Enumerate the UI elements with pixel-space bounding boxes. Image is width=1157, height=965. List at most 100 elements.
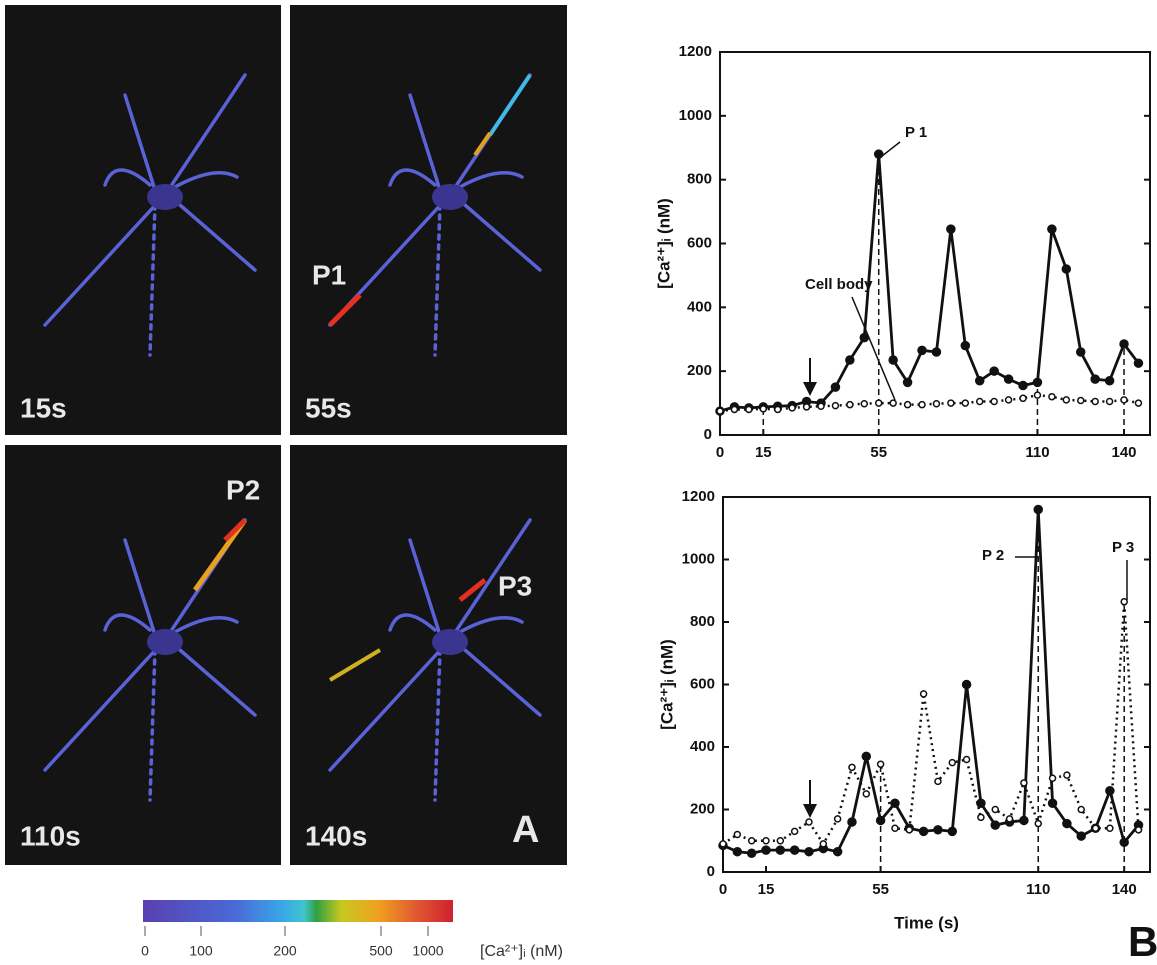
data-point bbox=[1104, 375, 1115, 386]
x-tick-label: 0 bbox=[719, 881, 727, 898]
data-point bbox=[1062, 396, 1071, 404]
panel-b: B 0 200 400 600 800 1000 1200 0 15 55 110 140 [Ca²⁺]… bbox=[654, 43, 1157, 965]
data-point bbox=[1091, 824, 1100, 832]
data-point bbox=[761, 845, 771, 855]
x-tick-label: 55 bbox=[872, 881, 889, 898]
data-point bbox=[775, 845, 786, 855]
data-point bbox=[846, 400, 854, 409]
data-point bbox=[961, 399, 970, 407]
x-tick-label: 0 bbox=[716, 444, 724, 461]
data-point bbox=[1134, 399, 1143, 407]
data-point bbox=[874, 399, 883, 407]
data-point bbox=[1062, 818, 1072, 829]
data-point bbox=[861, 751, 872, 762]
data-point bbox=[1047, 798, 1058, 808]
data-point bbox=[1105, 786, 1115, 796]
y-tick-label: 200 bbox=[687, 362, 712, 379]
x-axis-label: Time (s) bbox=[894, 913, 959, 932]
data-point bbox=[990, 397, 998, 406]
image-frame bbox=[5, 445, 281, 865]
data-point bbox=[932, 399, 941, 408]
data-point bbox=[716, 407, 724, 415]
stimulus-arrowhead bbox=[803, 382, 817, 396]
data-point bbox=[889, 399, 897, 407]
data-point bbox=[817, 402, 825, 411]
data-point bbox=[1061, 264, 1072, 274]
data-point bbox=[819, 840, 828, 848]
neuron-image bbox=[328, 518, 542, 802]
data-point bbox=[919, 690, 928, 698]
data-point bbox=[974, 375, 985, 386]
data-point bbox=[876, 760, 885, 768]
panel-a: 15s 55s P1 110s P2 140s P3 A [Ca²⁺]ᵢ (nM… bbox=[5, 5, 567, 960]
data-point bbox=[961, 679, 972, 690]
data-point bbox=[934, 777, 942, 786]
colorbar bbox=[143, 900, 453, 922]
data-point bbox=[960, 340, 971, 351]
data-point bbox=[802, 403, 811, 411]
data-point bbox=[977, 813, 985, 822]
data-point bbox=[1019, 815, 1029, 826]
data-point bbox=[773, 405, 782, 414]
data-point bbox=[989, 366, 999, 376]
data-point bbox=[1120, 597, 1128, 606]
data-point bbox=[733, 830, 742, 839]
data-point bbox=[902, 377, 913, 388]
data-point bbox=[903, 400, 912, 409]
annotation-leader bbox=[881, 141, 901, 157]
data-point bbox=[848, 763, 856, 772]
x-tick-label: 55 bbox=[870, 444, 887, 461]
frame-time: 15s bbox=[20, 392, 67, 423]
colorbar-tick-label: 0 bbox=[141, 943, 149, 959]
y-tick-label: 400 bbox=[687, 298, 712, 315]
data-point bbox=[888, 355, 898, 365]
data-point bbox=[991, 805, 999, 814]
data-point bbox=[931, 347, 942, 357]
data-point bbox=[976, 798, 986, 808]
data-point bbox=[1119, 339, 1129, 349]
data-point bbox=[975, 397, 984, 406]
data-point bbox=[918, 400, 926, 409]
y-tick-label: 0 bbox=[707, 863, 715, 880]
neuron-image bbox=[328, 73, 542, 357]
annotation: P 1 bbox=[905, 124, 927, 141]
y-tick-label: 800 bbox=[690, 613, 715, 630]
data-point bbox=[1076, 396, 1085, 405]
data-point bbox=[990, 820, 1000, 830]
data-point bbox=[947, 826, 958, 837]
data-point bbox=[1004, 396, 1013, 404]
annotation: Cell body bbox=[805, 276, 873, 293]
data-point bbox=[947, 399, 955, 407]
data-point bbox=[946, 224, 956, 234]
y-tick-label: 1000 bbox=[682, 550, 715, 567]
data-point bbox=[762, 837, 770, 845]
panel-label: B bbox=[1128, 918, 1157, 965]
annotation: P 3 bbox=[1112, 539, 1134, 556]
y-axis-label: [Ca²⁺]ᵢ (nM) bbox=[654, 198, 673, 289]
data-point bbox=[1120, 396, 1128, 404]
y-tick-label: 0 bbox=[704, 426, 712, 443]
data-point bbox=[845, 355, 855, 365]
x-tick-label: 15 bbox=[758, 881, 775, 898]
panel-label: A bbox=[512, 809, 539, 851]
data-point bbox=[830, 382, 841, 392]
data-point bbox=[730, 405, 739, 414]
colorbar-tick-label: 500 bbox=[369, 943, 393, 959]
data-point bbox=[804, 846, 814, 857]
data-point bbox=[918, 826, 929, 837]
data-point bbox=[1133, 358, 1144, 368]
colorbar-label: [Ca²⁺]ᵢ (nM) bbox=[480, 943, 563, 960]
data-point bbox=[788, 404, 796, 412]
data-point bbox=[790, 827, 799, 836]
data-point bbox=[1119, 837, 1129, 848]
neuron-image bbox=[43, 518, 257, 802]
frame-marker: P1 bbox=[312, 259, 346, 290]
colorbar-tick-label: 1000 bbox=[412, 943, 443, 959]
data-point bbox=[948, 758, 957, 767]
data-point bbox=[1105, 397, 1114, 406]
data-point bbox=[1075, 347, 1086, 357]
y-tick-label: 800 bbox=[687, 171, 712, 188]
annotation: P 2 bbox=[982, 547, 1004, 564]
frame-marker: P3 bbox=[498, 570, 532, 601]
